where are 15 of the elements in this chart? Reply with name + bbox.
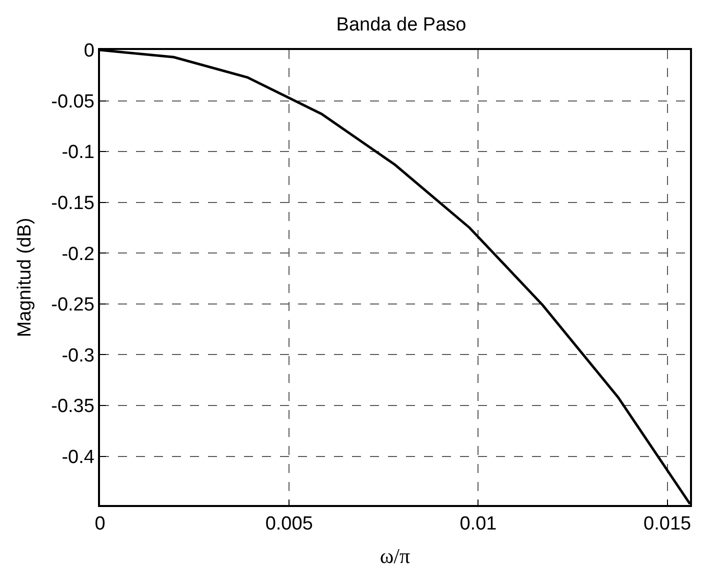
x-tick-label: 0.01 — [460, 514, 497, 535]
y-tick-label: -0.2 — [62, 244, 94, 265]
y-tick-label: -0.05 — [51, 91, 94, 112]
x-tick-label: 0.015 — [644, 514, 692, 535]
y-tick-label: -0.35 — [51, 396, 94, 418]
x-tick-label: 0.005 — [265, 514, 313, 535]
y-tick-label: -0.3 — [62, 345, 94, 366]
y-tick-label: -0.25 — [51, 294, 94, 316]
y-tick-label: -0.15 — [51, 192, 94, 214]
y-axis-title: Magnitud (dB) — [14, 218, 36, 338]
x-axis-title: ω/π — [380, 544, 411, 568]
y-tick-label: -0.4 — [62, 446, 95, 468]
y-tick-label: -0.1 — [62, 142, 94, 164]
chart-title: Banda de Paso — [336, 14, 466, 36]
y-tick-label: 0 — [84, 40, 94, 62]
